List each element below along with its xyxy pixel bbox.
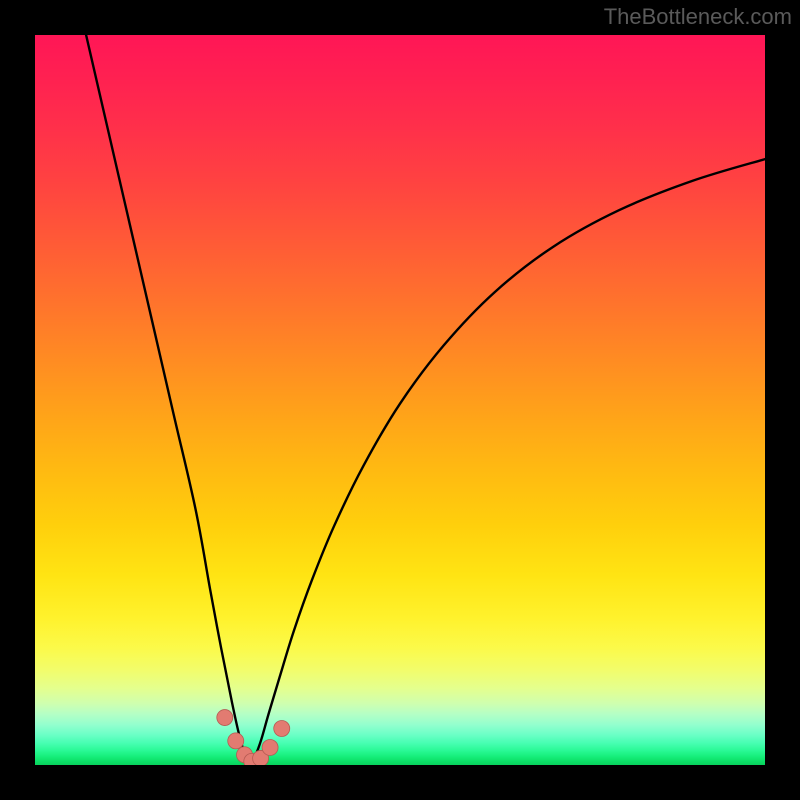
optimum-marker: [228, 733, 244, 749]
optimum-marker: [274, 721, 290, 737]
optimum-marker: [262, 739, 278, 755]
plot-svg: [35, 35, 765, 765]
optimum-marker: [217, 710, 233, 726]
gradient-background: [35, 35, 765, 765]
plot-area: [35, 35, 765, 765]
watermark-text: TheBottleneck.com: [604, 4, 792, 30]
chart-container: TheBottleneck.com: [0, 0, 800, 800]
